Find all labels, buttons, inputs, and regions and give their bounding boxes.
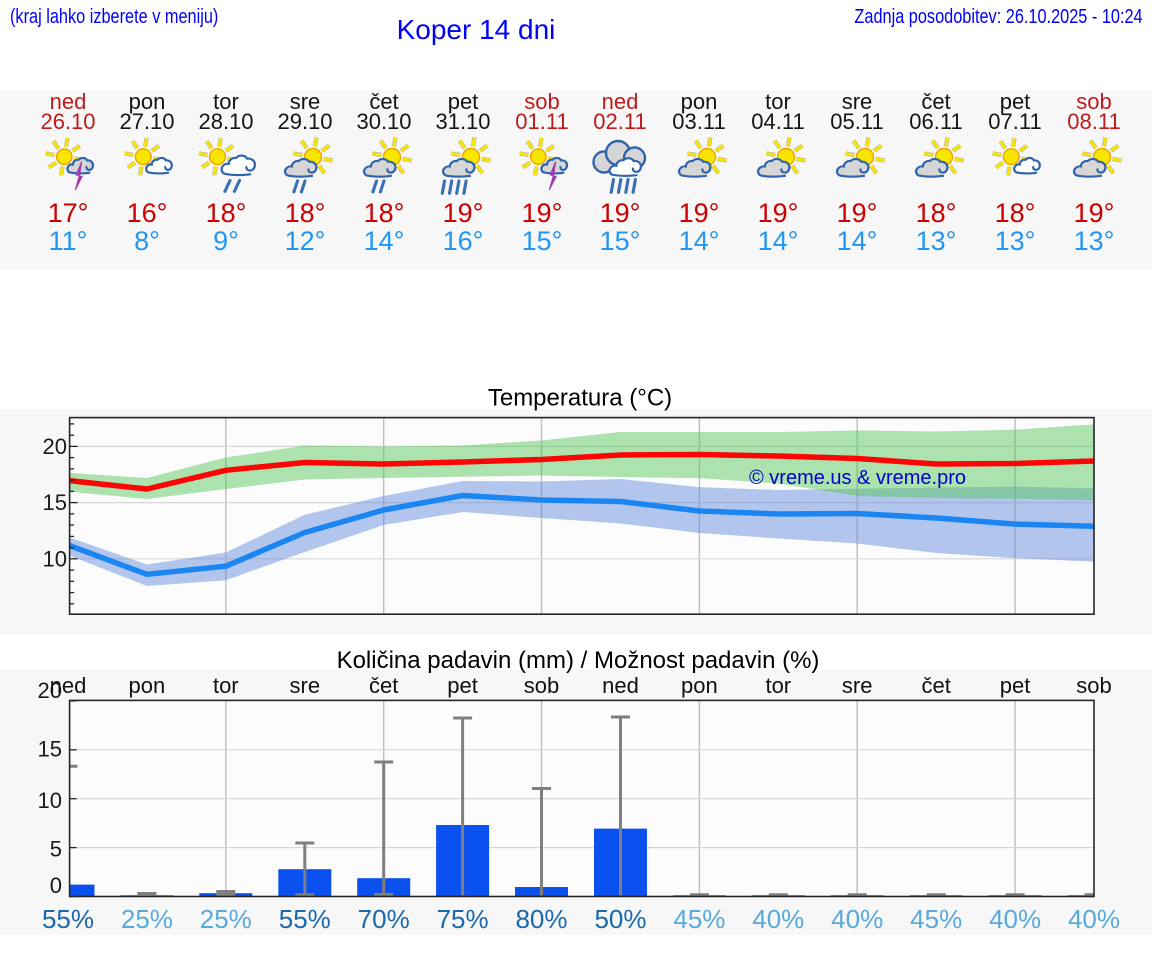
svg-text:čet: čet [922,673,951,698]
svg-text:sob: sob [524,673,559,698]
svg-text:50%: 50% [594,904,646,934]
svg-text:25%: 25% [121,904,173,934]
svg-text:10: 10 [38,788,62,813]
svg-text:ned: ned [602,673,639,698]
svg-text:Temperatura (°C): Temperatura (°C) [488,385,672,412]
svg-text:čet: čet [369,673,398,698]
svg-text:pon: pon [129,673,166,698]
svg-text:80%: 80% [515,904,567,934]
svg-text:20: 20 [38,678,62,703]
svg-text:70%: 70% [358,904,410,934]
svg-text:Količina padavin (mm) / Možnos: Količina padavin (mm) / Možnost padavin … [337,647,820,674]
svg-text:pon: pon [681,673,718,698]
svg-text:pet: pet [1000,673,1031,698]
svg-text:sob: sob [1076,673,1111,698]
svg-text:© vreme.us & vreme.pro: © vreme.us & vreme.pro [749,467,966,489]
svg-text:25%: 25% [200,904,252,934]
svg-text:tor: tor [765,673,791,698]
svg-text:75%: 75% [437,904,489,934]
svg-text:0: 0 [50,873,62,898]
svg-text:55%: 55% [279,904,331,934]
svg-text:45%: 45% [673,904,725,934]
svg-text:5: 5 [50,836,62,861]
svg-text:10: 10 [43,546,67,571]
svg-text:40%: 40% [989,904,1041,934]
svg-text:40%: 40% [752,904,804,934]
svg-text:tor: tor [213,673,239,698]
svg-text:45%: 45% [910,904,962,934]
svg-text:55%: 55% [42,904,94,934]
svg-text:20: 20 [43,434,67,459]
svg-text:40%: 40% [831,904,883,934]
svg-text:15: 15 [43,490,67,515]
svg-text:pet: pet [447,673,478,698]
svg-text:ned: ned [50,673,87,698]
svg-text:sre: sre [290,673,321,698]
svg-text:sre: sre [842,673,873,698]
svg-text:15: 15 [38,737,62,762]
svg-text:40%: 40% [1068,904,1120,934]
